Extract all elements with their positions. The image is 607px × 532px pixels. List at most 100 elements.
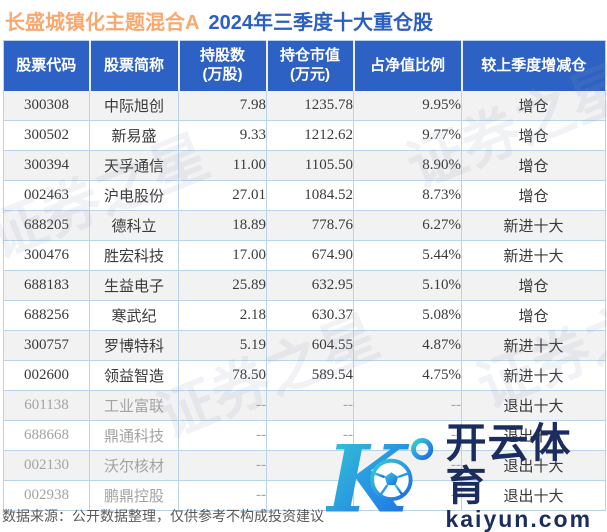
- shares-held-cell: 17.00: [178, 240, 267, 271]
- market-value-cell: --: [266, 450, 354, 481]
- table-row: 002463 沪电股份 27.01 1084.52 8.73% 增仓: [3, 180, 606, 211]
- net-ratio-cell: 9.95%: [353, 91, 462, 121]
- shares-held-cell: --: [178, 450, 267, 481]
- market-value-cell: 674.90: [266, 240, 354, 271]
- net-ratio-cell: 8.73%: [353, 180, 462, 211]
- position-change-cell: 新进十大: [461, 210, 606, 241]
- table-row: 688183 生益电子 25.89 632.95 5.10% 增仓: [3, 270, 606, 301]
- stock-name-cell: 鼎通科技: [89, 420, 179, 451]
- stock-name-cell: 生益电子: [89, 270, 179, 301]
- position-change-cell: 增仓: [461, 150, 606, 181]
- market-value-cell: 1105.50: [266, 150, 354, 181]
- table-header: 股票代码 股票简称 持股数 (万股) 持仓市值 (万元) 占净值比例 较上季度增…: [3, 40, 606, 91]
- position-change-cell: 退出十大: [461, 480, 606, 511]
- stock-code-cell: 002463: [3, 180, 90, 211]
- header-position-change: 较上季度增减仓: [461, 40, 606, 91]
- position-change-cell: 退出十大: [461, 390, 606, 421]
- stock-code-cell: 002600: [3, 360, 90, 391]
- shares-held-cell: 9.33: [178, 120, 267, 151]
- brand-name-cn: 开云体育: [445, 420, 572, 510]
- table-row: 300476 胜宏科技 17.00 674.90 5.44% 新进十大: [3, 240, 606, 271]
- stock-code-cell: 300394: [3, 150, 90, 181]
- brand-domain: kaiyun.com: [445, 506, 593, 532]
- header-stock-name: 股票简称: [89, 40, 180, 91]
- header-net-ratio: 占净值比例: [353, 40, 463, 91]
- market-value-cell: 604.55: [266, 330, 354, 361]
- table-row: 601138 工业富联 -- -- -- 退出十大: [3, 390, 606, 421]
- shares-held-cell: 78.50: [178, 360, 267, 391]
- shares-held-cell: 2.18: [178, 300, 267, 331]
- table-row: 688668 鼎通科技 -- -- -- 退出十大: [3, 420, 606, 451]
- net-ratio-cell: 4.87%: [353, 330, 462, 361]
- stock-code-cell: 601138: [3, 390, 90, 421]
- shares-held-cell: 27.01: [178, 180, 267, 211]
- position-change-cell: 增仓: [461, 270, 606, 301]
- net-ratio-cell: 5.44%: [353, 240, 462, 271]
- header-shares-held: 持股数 (万股): [178, 40, 268, 91]
- stock-name-cell: 天孚通信: [89, 150, 179, 181]
- stock-code-cell: 688183: [3, 270, 90, 301]
- stock-code-cell: 300757: [3, 330, 90, 361]
- table-body: 300308 中际旭创 7.98 1235.78 9.95% 增仓 300502…: [3, 91, 606, 511]
- net-ratio-cell: --: [353, 390, 462, 421]
- market-value-cell: 589.54: [266, 360, 354, 391]
- stock-code-cell: 002938: [3, 480, 90, 511]
- net-ratio-cell: 5.10%: [353, 270, 462, 301]
- data-source-note: 数据来源：公开数据整理，仅供参考不构成投资建议: [2, 508, 324, 524]
- market-value-cell: 1084.52: [266, 180, 354, 211]
- kaiyun-wordmark: 开云体育 kaiyun.com: [445, 420, 607, 532]
- shares-held-cell: --: [178, 420, 267, 451]
- shares-held-cell: 5.19: [178, 330, 267, 361]
- table-row: 300394 天孚通信 11.00 1105.50 8.90% 增仓: [3, 150, 606, 181]
- position-change-cell: 新进十大: [461, 330, 606, 361]
- position-change-cell: 退出十大: [461, 450, 606, 481]
- shares-held-cell: --: [178, 480, 267, 511]
- position-change-cell: 增仓: [461, 120, 606, 151]
- kaiyun-watermark: K 开云体育 kaiyun.com: [326, 420, 607, 532]
- net-ratio-cell: --: [353, 420, 462, 451]
- stock-name-cell: 罗博特科: [89, 330, 179, 361]
- table-row: 002130 沃尔核材 -- -- -- 退出十大: [3, 450, 606, 481]
- shares-held-cell: 18.89: [178, 210, 267, 241]
- shares-held-cell: --: [178, 390, 267, 421]
- net-ratio-cell: 4.75%: [353, 360, 462, 391]
- shares-held-cell: 25.89: [178, 270, 267, 301]
- table-row: 688205 德科立 18.89 778.76 6.27% 新进十大: [3, 210, 606, 241]
- kaiyun-logo-icon: K: [326, 431, 434, 523]
- market-value-cell: --: [266, 480, 354, 511]
- stock-name-cell: 领益智造: [89, 360, 179, 391]
- header-stock-code: 股票代码: [3, 40, 91, 91]
- net-ratio-cell: 9.77%: [353, 120, 462, 151]
- stock-code-cell: 300476: [3, 240, 90, 271]
- position-change-cell: 增仓: [461, 180, 606, 211]
- stock-code-cell: 300502: [3, 120, 90, 151]
- table-row: 002938 鹏鼎控股 -- -- -- 退出十大: [3, 480, 606, 511]
- report-period: 2024年三季度十大重仓股: [208, 12, 433, 34]
- holdings-table: 股票代码 股票简称 持股数 (万股) 持仓市值 (万元) 占净值比例 较上季度增…: [3, 40, 606, 511]
- market-value-cell: 1235.78: [266, 91, 354, 121]
- net-ratio-cell: 5.08%: [353, 300, 462, 331]
- table-row: 300502 新易盛 9.33 1212.62 9.77% 增仓: [3, 120, 606, 151]
- market-value-cell: 1212.62: [266, 120, 354, 151]
- market-value-cell: 630.37: [266, 300, 354, 331]
- stock-code-cell: 300308: [3, 91, 90, 121]
- stock-code-cell: 688205: [3, 210, 90, 241]
- market-value-cell: --: [266, 420, 354, 451]
- stock-name-cell: 工业富联: [89, 390, 179, 421]
- position-change-cell: 增仓: [461, 300, 606, 331]
- stock-code-cell: 688668: [3, 420, 90, 451]
- header-market-value: 持仓市值 (万元): [266, 40, 355, 91]
- table-row: 688256 寒武纪 2.18 630.37 5.08% 增仓: [3, 300, 606, 331]
- market-value-cell: 632.95: [266, 270, 354, 301]
- market-value-cell: 778.76: [266, 210, 354, 241]
- position-change-cell: 增仓: [461, 91, 606, 121]
- stock-name-cell: 沪电股份: [89, 180, 179, 211]
- table-row: 002600 领益智造 78.50 589.54 4.75% 新进十大: [3, 360, 606, 391]
- stock-code-cell: 688256: [3, 300, 90, 331]
- shares-held-cell: 11.00: [178, 150, 267, 181]
- position-change-cell: 新进十大: [461, 360, 606, 391]
- stock-name-cell: 中际旭创: [89, 91, 179, 121]
- position-change-cell: 退出十大: [461, 420, 606, 451]
- stock-code-cell: 002130: [3, 450, 90, 481]
- stock-name-cell: 沃尔核材: [89, 450, 179, 481]
